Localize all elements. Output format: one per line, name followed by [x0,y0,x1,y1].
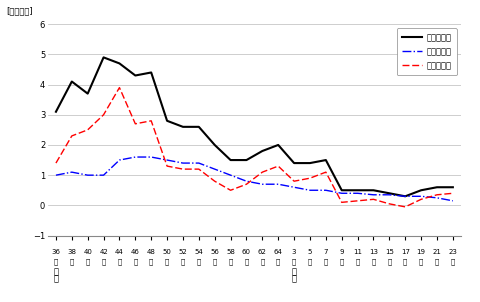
Text: 17: 17 [401,249,410,255]
Text: 54: 54 [194,249,203,255]
Text: 年: 年 [387,258,392,265]
Text: 7: 7 [324,249,328,255]
Text: 60: 60 [242,249,251,255]
Text: 年: 年 [133,258,137,265]
Text: 年: 年 [451,258,455,265]
Text: 年: 年 [324,258,328,265]
Text: 52: 52 [179,249,187,255]
Text: 年: 年 [165,258,169,265]
Text: 13: 13 [369,249,378,255]
Text: 年: 年 [54,258,58,265]
Text: 46: 46 [131,249,140,255]
Text: 50: 50 [163,249,171,255]
Text: 44: 44 [115,249,124,255]
Text: 年: 年 [260,258,264,265]
Text: 年: 年 [372,258,376,265]
Text: 3: 3 [292,249,296,255]
Text: 昭: 昭 [53,267,59,276]
Text: 5: 5 [308,249,312,255]
Text: 年: 年 [85,258,90,265]
Text: 40: 40 [83,249,92,255]
Text: 64: 64 [274,249,283,255]
Text: 9: 9 [339,249,344,255]
Text: 38: 38 [67,249,76,255]
Text: 36: 36 [51,249,60,255]
Text: 年: 年 [292,258,296,265]
Text: 年: 年 [435,258,439,265]
Text: 和: 和 [53,275,59,284]
Legend: 人口増減率, 自然増減率, 社会増減率: 人口増減率, 自然増減率, 社会増減率 [396,28,456,75]
Text: 23: 23 [448,249,457,255]
Text: 42: 42 [99,249,108,255]
Text: 年: 年 [70,258,74,265]
Text: 11: 11 [353,249,362,255]
Text: 年: 年 [276,258,280,265]
Text: 56: 56 [210,249,219,255]
Text: 年: 年 [181,258,185,265]
Text: 年: 年 [244,258,249,265]
Text: 15: 15 [385,249,394,255]
Text: 年: 年 [197,258,201,265]
Text: 年: 年 [419,258,423,265]
Text: 年: 年 [308,258,312,265]
Text: 19: 19 [417,249,426,255]
Text: 年: 年 [356,258,360,265]
Text: 年: 年 [213,258,217,265]
Text: 年: 年 [403,258,408,265]
Text: 平: 平 [291,267,297,276]
Text: 年: 年 [117,258,121,265]
Text: 年: 年 [339,258,344,265]
Text: 年: 年 [228,258,233,265]
Text: 21: 21 [432,249,442,255]
Text: 48: 48 [147,249,156,255]
Text: [単位：％]: [単位：％] [7,7,33,16]
Text: 62: 62 [258,249,267,255]
Text: 成: 成 [291,275,297,284]
Text: 年: 年 [149,258,153,265]
Text: 年: 年 [101,258,106,265]
Text: 58: 58 [226,249,235,255]
